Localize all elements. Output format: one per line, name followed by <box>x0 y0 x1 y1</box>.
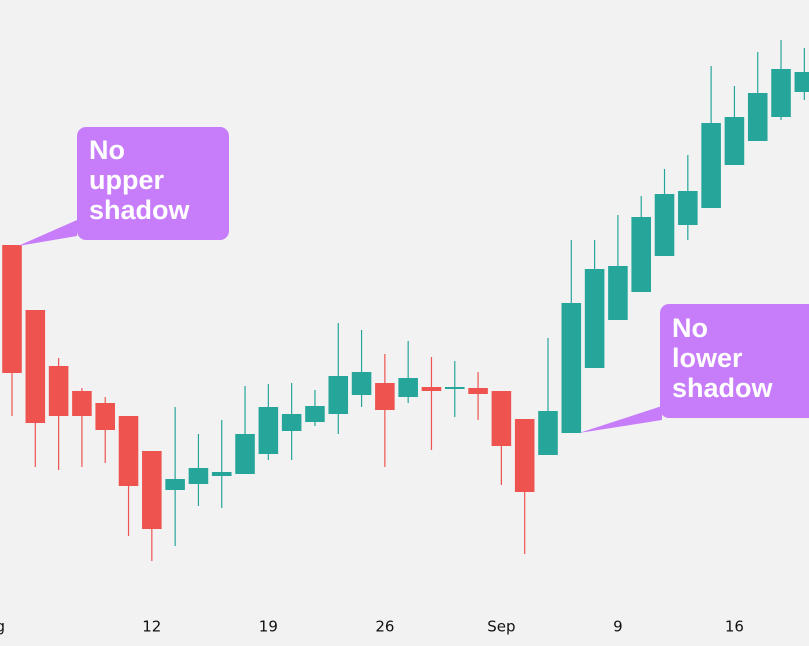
candle-body <box>747 93 768 141</box>
callout-text: shadow <box>672 373 774 403</box>
candle-body <box>95 403 116 430</box>
x-tick-label: 26 <box>375 618 394 636</box>
x-tick-label: 16 <box>725 618 744 636</box>
callout-text: No <box>672 313 708 343</box>
x-tick-label: 12 <box>142 618 161 636</box>
candle-body <box>48 366 69 416</box>
annotation-upper: No upper shadow <box>18 127 229 246</box>
candle-body <box>328 376 349 414</box>
candle-body <box>608 266 628 320</box>
candle-body <box>584 269 605 368</box>
candle-body <box>654 194 675 256</box>
callout-text: lower <box>672 343 743 373</box>
candle-body <box>561 303 582 433</box>
candle-body <box>421 387 442 391</box>
candle-body <box>25 310 46 423</box>
candle-body <box>701 123 721 208</box>
callout-text: upper <box>89 165 164 195</box>
candle-body <box>305 406 325 422</box>
candle-body <box>2 245 22 373</box>
candle-body <box>468 388 488 394</box>
candle-body <box>375 383 395 410</box>
candle-body <box>351 372 372 395</box>
annotation-lower: No lower shadow <box>579 304 809 433</box>
candle-body <box>514 419 535 492</box>
callout-text: No <box>89 135 125 165</box>
candle-body <box>72 391 92 416</box>
candle-body <box>211 472 232 476</box>
marks: Aug 12 19 26 Sep 9 16 <box>0 40 809 636</box>
candle-body <box>444 387 465 389</box>
candle-body <box>235 434 255 474</box>
candle-body <box>281 414 302 431</box>
candle-body <box>118 416 139 486</box>
candle-body <box>771 69 791 117</box>
callout-text: shadow <box>89 195 191 225</box>
callout-box <box>660 304 809 418</box>
callout-box <box>77 127 229 240</box>
candle-body <box>188 468 209 484</box>
candle-body <box>631 217 651 292</box>
x-tick-label: 19 <box>259 618 278 636</box>
candle-body <box>724 117 745 165</box>
candle-body <box>165 479 185 490</box>
candle-body <box>794 72 809 92</box>
candle-body <box>491 391 512 446</box>
x-tick-label: Sep <box>487 618 515 636</box>
callout-pointer <box>18 220 77 246</box>
candle-body <box>398 378 418 397</box>
candle-body <box>142 451 162 529</box>
candle-body <box>258 407 279 454</box>
candle-body <box>538 411 558 455</box>
x-tick-label: 9 <box>613 618 623 636</box>
x-tick-label: Aug <box>0 618 5 636</box>
candle-body <box>678 191 698 225</box>
callout-pointer <box>579 406 662 433</box>
